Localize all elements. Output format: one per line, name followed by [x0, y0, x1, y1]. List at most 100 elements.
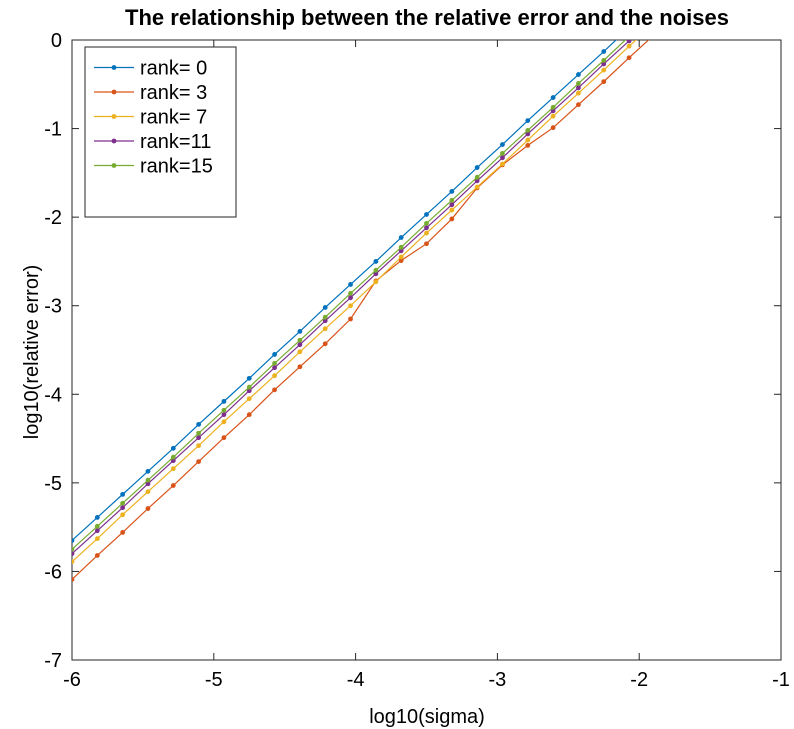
- data-point: [424, 220, 429, 226]
- data-point: [120, 491, 126, 497]
- legend-label: rank=11: [140, 131, 211, 153]
- data-point: [601, 49, 607, 54]
- data-point: [297, 329, 303, 334]
- data-point: [424, 212, 429, 217]
- legend-label: rank= 7: [140, 107, 207, 129]
- data-point: [221, 412, 227, 418]
- data-point: [145, 506, 151, 511]
- y-tick-label: -2: [44, 207, 62, 229]
- data-point: [348, 282, 353, 287]
- data-point: [297, 349, 303, 355]
- x-tick-label: -5: [205, 669, 223, 691]
- data-point: [601, 57, 607, 63]
- data-point: [398, 244, 404, 250]
- data-point: [626, 40, 632, 44]
- data-point: [196, 443, 202, 449]
- data-point: [94, 528, 100, 534]
- data-point: [297, 337, 303, 343]
- data-point: [525, 118, 531, 123]
- data-point: [449, 207, 455, 213]
- data-point: [424, 241, 429, 247]
- data-point: [576, 90, 581, 96]
- data-point: [373, 267, 379, 273]
- data-point: [449, 189, 455, 194]
- data-point: [72, 538, 75, 543]
- data-point: [72, 577, 75, 582]
- data-point: [424, 225, 429, 231]
- x-axis-label: log10(sigma): [369, 706, 485, 728]
- data-point: [246, 375, 252, 381]
- data-point: [272, 352, 277, 357]
- data-point: [72, 551, 75, 557]
- y-axis-label: log10(relative error): [21, 265, 43, 440]
- data-point: [297, 364, 303, 370]
- data-point: [500, 161, 505, 167]
- data-point: [525, 137, 531, 143]
- data-point: [525, 131, 531, 137]
- data-point: [170, 458, 176, 464]
- data-point: [626, 55, 632, 61]
- data-point: [246, 384, 252, 390]
- data-point: [322, 305, 328, 310]
- data-point: [221, 407, 227, 413]
- y-tick-label: 0: [51, 30, 62, 52]
- data-point: [221, 435, 227, 441]
- data-point: [550, 125, 556, 131]
- data-point: [525, 143, 531, 148]
- data-point: [576, 102, 581, 108]
- legend-label: rank= 0: [140, 58, 207, 80]
- data-point: [500, 150, 505, 156]
- legend-swatch-marker: [111, 163, 117, 168]
- data-point: [196, 459, 202, 464]
- data-point: [500, 142, 505, 147]
- x-tick-label: -4: [347, 669, 365, 691]
- data-point: [424, 230, 429, 236]
- legend-swatch-marker: [111, 138, 117, 144]
- data-point: [196, 435, 202, 441]
- legend-swatch-marker: [111, 114, 117, 119]
- data-point: [94, 515, 100, 520]
- data-point: [474, 178, 480, 184]
- chart-title: The relationship between the relative er…: [125, 5, 729, 30]
- x-tick-label: -2: [630, 669, 648, 691]
- data-point: [72, 546, 75, 552]
- data-point: [72, 559, 75, 565]
- data-point: [500, 155, 505, 161]
- data-point: [196, 422, 202, 427]
- data-point: [550, 104, 556, 110]
- data-point: [94, 523, 100, 529]
- data-point: [474, 174, 480, 180]
- data-point: [120, 512, 126, 518]
- data-point: [145, 477, 151, 483]
- data-point: [398, 235, 404, 240]
- data-point: [145, 481, 151, 487]
- data-point: [297, 342, 303, 348]
- data-point: [601, 79, 607, 85]
- legend-swatch-marker: [111, 65, 117, 70]
- data-point: [246, 388, 252, 394]
- data-point: [373, 271, 379, 277]
- data-point: [322, 318, 328, 324]
- data-point: [576, 72, 581, 77]
- data-point: [601, 61, 607, 67]
- data-point: [373, 259, 379, 264]
- data-point: [348, 295, 353, 301]
- data-point: [196, 430, 202, 436]
- data-point: [348, 316, 353, 322]
- data-point: [550, 113, 556, 119]
- data-point: [322, 341, 328, 347]
- data-point: [272, 373, 277, 379]
- data-point: [449, 197, 455, 203]
- data-point: [449, 202, 455, 208]
- data-point: [170, 466, 176, 472]
- data-point: [550, 108, 556, 114]
- data-point: [322, 326, 328, 332]
- data-point: [398, 248, 404, 254]
- legend-label: rank=15: [140, 156, 213, 178]
- x-tick-label: -6: [63, 669, 81, 691]
- data-point: [170, 483, 176, 488]
- data-point: [373, 279, 379, 285]
- data-point: [170, 445, 176, 451]
